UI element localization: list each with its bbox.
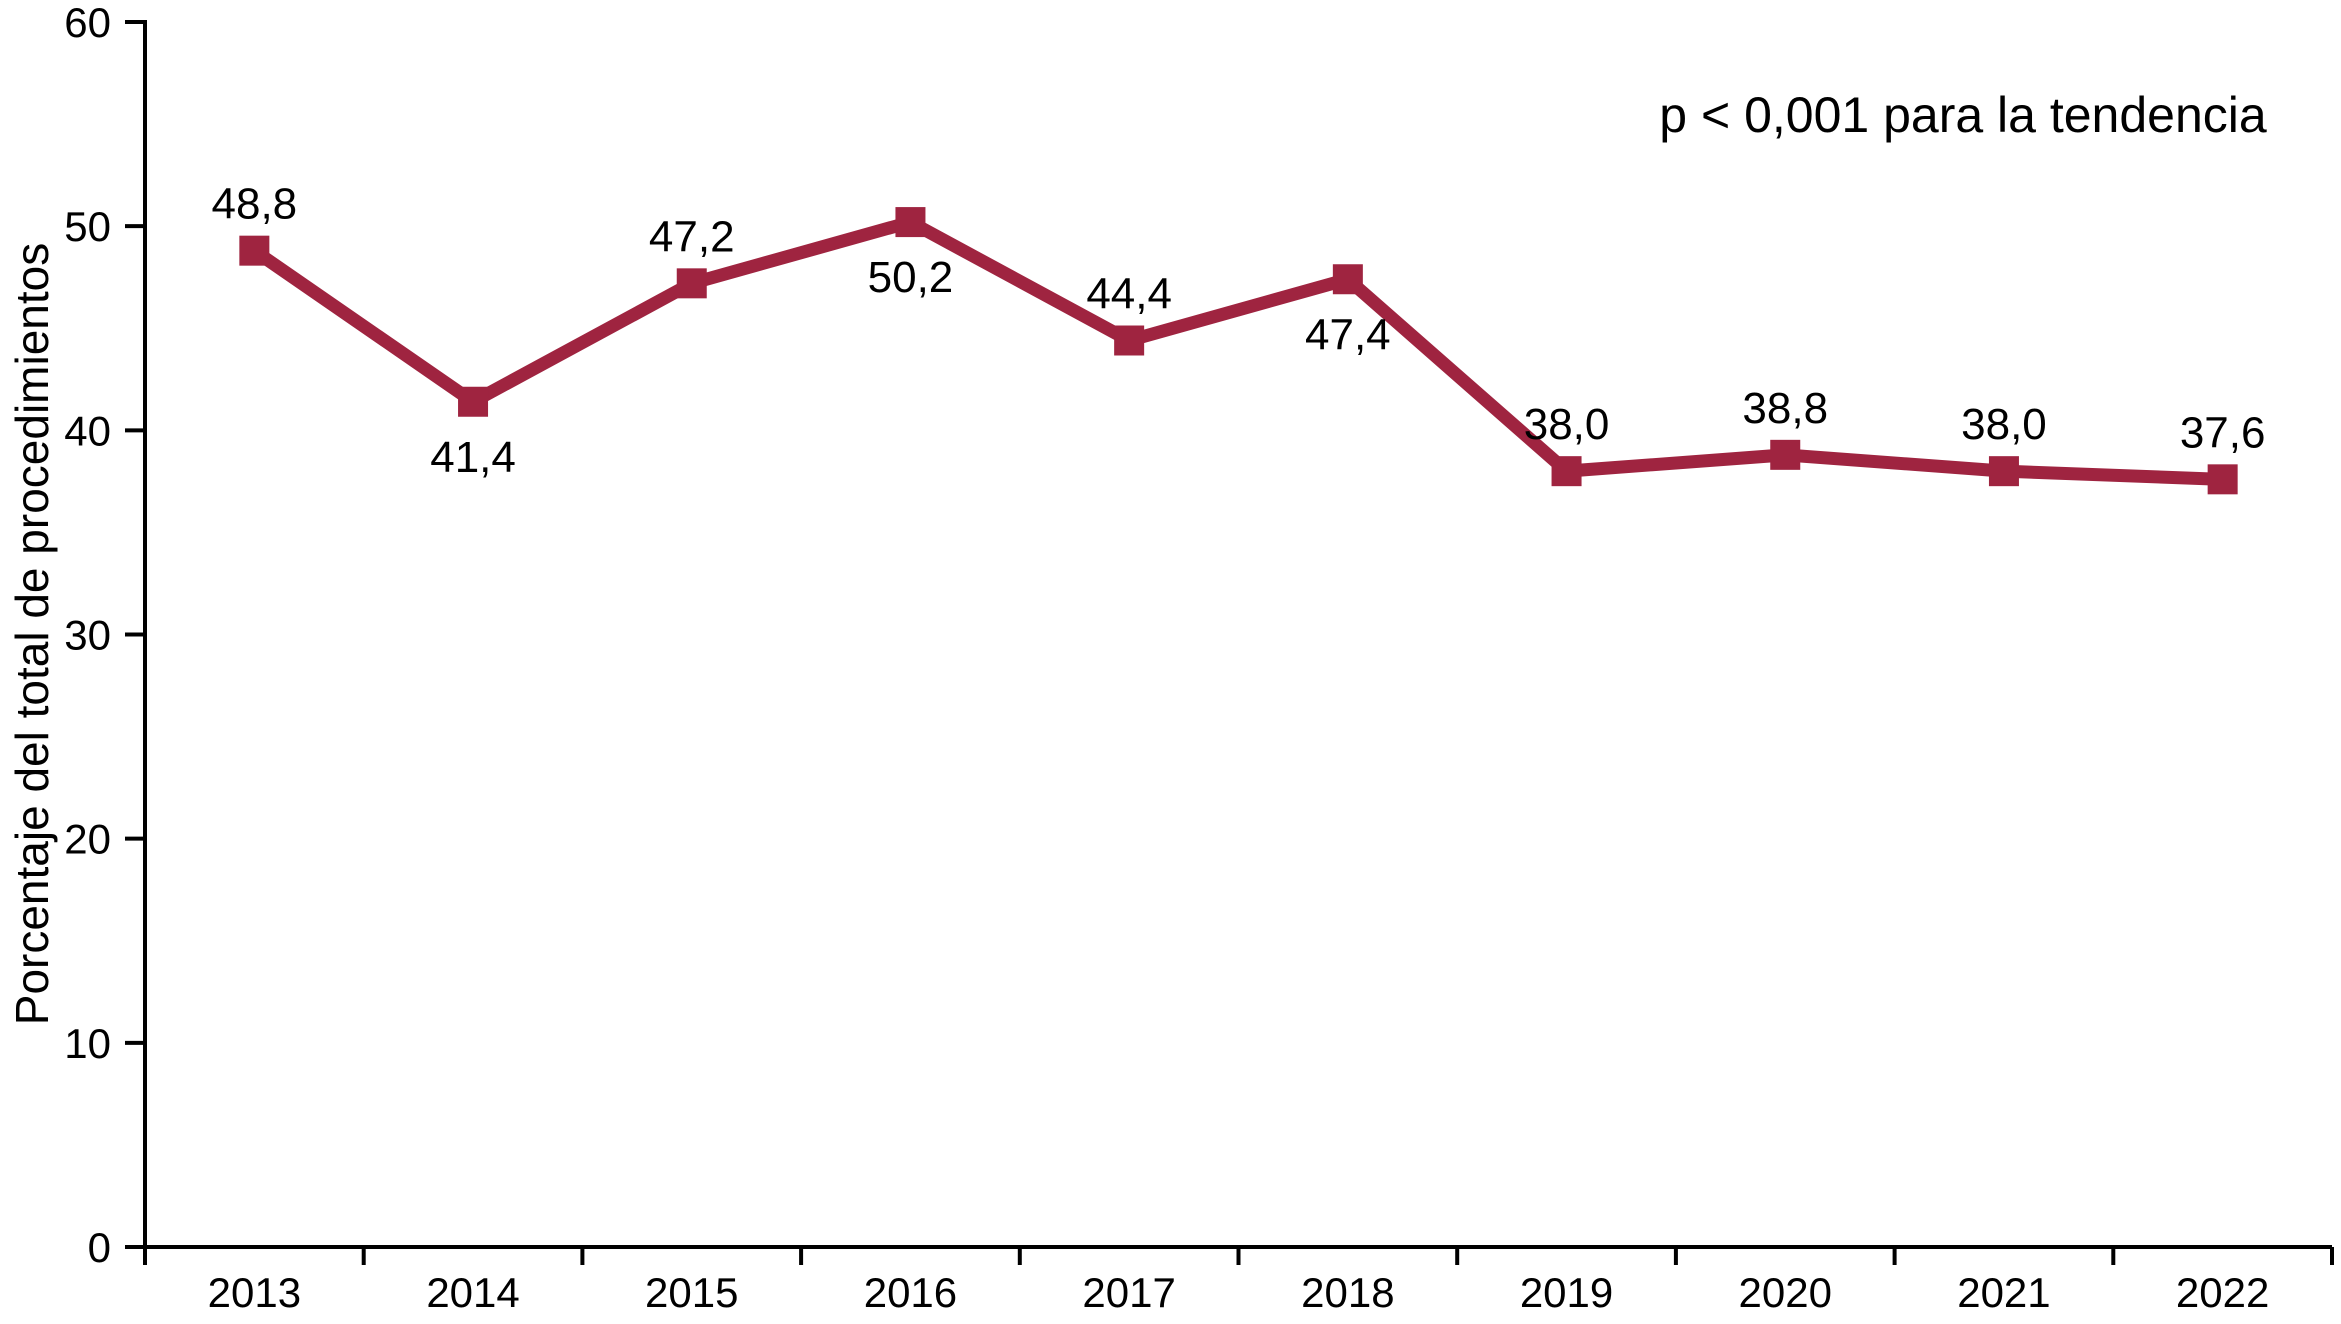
data-point-marker — [1332, 264, 1363, 295]
data-point-label: 38,8 — [1742, 384, 1828, 433]
data-point-marker — [458, 386, 489, 417]
series-line — [250, 215, 2223, 486]
data-point-label: 48,8 — [212, 180, 298, 229]
data-point-label: 50,2 — [868, 253, 954, 302]
trend-annotation: p < 0,001 para la tendencia — [1659, 87, 2267, 143]
data-point-marker — [1551, 456, 1582, 487]
data-point-marker — [895, 207, 926, 238]
y-tick-label: 40 — [64, 407, 111, 454]
data-point-label: 44,4 — [1086, 270, 1172, 319]
x-tick-label: 2022 — [2176, 1269, 2269, 1316]
data-point-label: 41,4 — [430, 433, 516, 482]
x-tick-label: 2015 — [645, 1269, 738, 1316]
data-point-marker — [1770, 439, 1801, 470]
data-point-label: 38,0 — [1524, 400, 1610, 449]
data-point-marker — [2207, 464, 2238, 495]
y-tick-label: 20 — [64, 816, 111, 863]
data-point-label: 47,4 — [1305, 310, 1391, 359]
data-point-label: 38,0 — [1961, 400, 2047, 449]
data-point-marker — [239, 235, 270, 266]
y-tick-label: 10 — [64, 1020, 111, 1067]
data-point-marker — [1988, 456, 2019, 487]
chart-generated-layer: 0 10 20 30 40 50 60 2013 2014 2015 2016 2017 2018 201… — [64, 0, 2334, 1316]
y-tick-label: 60 — [64, 0, 111, 46]
y-tick-label: 50 — [64, 203, 111, 250]
data-point-marker — [1114, 325, 1145, 356]
x-tick-label: 2020 — [1739, 1269, 1832, 1316]
y-axis-title: Porcentaje del total de procedimientos — [6, 243, 58, 1025]
y-tick-label: 0 — [88, 1224, 111, 1271]
data-point-label: 37,6 — [2180, 408, 2266, 457]
data-point-marker — [676, 268, 707, 299]
x-tick-label: 2016 — [864, 1269, 957, 1316]
x-tick-label: 2013 — [208, 1269, 301, 1316]
x-tick-label: 2018 — [1301, 1269, 1394, 1316]
y-tick-label: 30 — [64, 612, 111, 659]
x-tick-label: 2019 — [1520, 1269, 1613, 1316]
x-tick-label: 2021 — [1957, 1269, 2050, 1316]
x-tick-label: 2017 — [1082, 1269, 1175, 1316]
x-tick-label: 2014 — [426, 1269, 519, 1316]
data-point-label: 47,2 — [649, 212, 735, 261]
